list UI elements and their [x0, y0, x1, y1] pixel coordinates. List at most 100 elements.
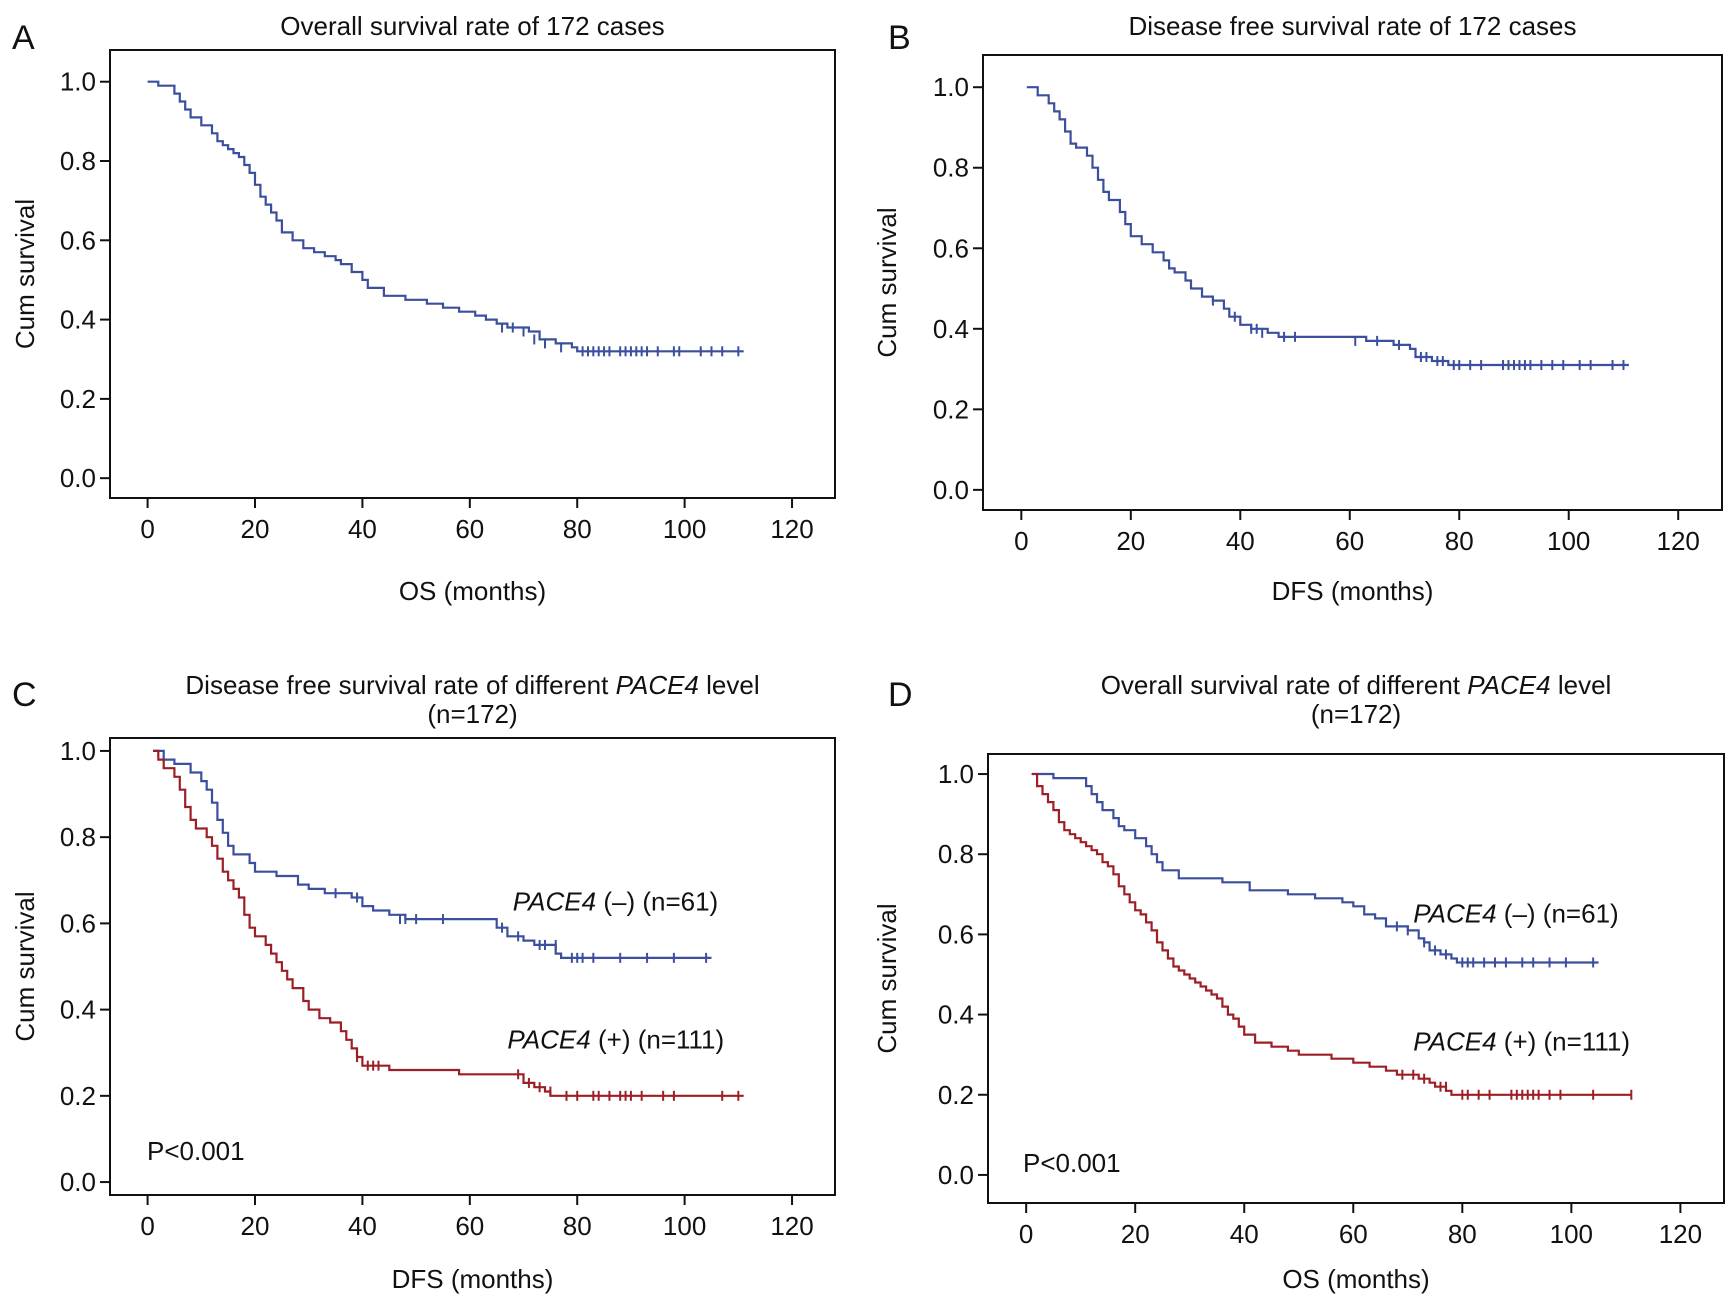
chart-title-part: Overall survival rate of different — [1101, 670, 1468, 700]
series-1: PACE4 (–) (n=61) — [1037, 772, 1619, 968]
series-label-part: PACE4 — [507, 1024, 590, 1054]
chart-title-part: level — [699, 670, 760, 700]
y-axis-label: Cum survival — [872, 207, 902, 357]
y-tick-label: 0.8 — [933, 153, 969, 183]
p-value-annotation: P<0.001 — [1023, 1148, 1121, 1178]
panel-c: C Disease free survival rate of different… — [10, 670, 836, 1294]
x-tick-label: 0 — [140, 514, 154, 544]
x-tick-label: 100 — [663, 514, 706, 544]
y-tick-label: 0.0 — [60, 463, 96, 493]
x-tick-label: 0 — [1019, 1219, 1033, 1249]
y-tick-label: 0.2 — [933, 394, 969, 424]
panel-letter: B — [888, 19, 911, 57]
series-label-part: PACE4 — [513, 886, 596, 916]
x-tick-label: 20 — [1116, 526, 1145, 556]
chart-title-part: Disease free survival rate of different — [185, 670, 615, 700]
p-value-annotation: P<0.001 — [147, 1136, 245, 1166]
panel-d: D Overall survival rate of different PACE… — [872, 670, 1725, 1294]
series-label-part: (–) (n=61) — [1497, 898, 1619, 928]
x-tick-label: 60 — [1339, 1219, 1368, 1249]
chart-title: Disease free survival rate of different … — [185, 670, 759, 700]
y-axis-label: Cum survival — [10, 199, 40, 349]
survival-curve — [153, 749, 712, 959]
chart-title: Disease free survival rate of 172 cases — [1129, 11, 1577, 41]
chart-title-part: Disease free survival rate of 172 cases — [1129, 11, 1577, 41]
y-tick-label: 1.0 — [60, 67, 96, 97]
chart-title-part: PACE4 — [1467, 670, 1550, 700]
x-tick-label: 100 — [663, 1211, 706, 1241]
y-tick-label: 0.8 — [938, 839, 974, 869]
series-label: PACE4 (–) (n=61) — [513, 886, 718, 916]
series-label-part: (+) (n=111) — [1497, 1027, 1630, 1057]
y-tick-label: 0.4 — [938, 1000, 974, 1030]
x-tick-label: 120 — [1657, 526, 1700, 556]
y-tick-label: 0.6 — [60, 225, 96, 255]
y-tick-label: 0.4 — [933, 314, 969, 344]
x-tick-label: 100 — [1550, 1219, 1593, 1249]
x-tick-label: 80 — [563, 1211, 592, 1241]
series-label-part: PACE4 — [1413, 898, 1496, 928]
y-axis-label: Cum survival — [872, 903, 902, 1053]
x-tick-label: 20 — [241, 1211, 270, 1241]
series-1 — [1026, 86, 1629, 371]
series-label-part: PACE4 — [1413, 1027, 1496, 1057]
x-tick-label: 120 — [1659, 1219, 1702, 1249]
y-tick-label: 0.2 — [60, 1081, 96, 1111]
x-tick-label: 120 — [770, 1211, 813, 1241]
series-label-part: (–) (n=61) — [596, 886, 718, 916]
x-tick-label: 120 — [770, 514, 813, 544]
chart-title: Overall survival rate of 172 cases — [280, 11, 664, 41]
series-1 — [147, 80, 744, 357]
chart-subtitle: (n=172) — [427, 699, 517, 729]
chart-subtitle: (n=172) — [1311, 699, 1401, 729]
x-tick-label: 40 — [1226, 526, 1255, 556]
x-tick-label: 0 — [1014, 526, 1028, 556]
x-tick-label: 40 — [1230, 1219, 1259, 1249]
y-tick-label: 1.0 — [933, 72, 969, 102]
y-tick-label: 0.8 — [60, 146, 96, 176]
y-tick-label: 0.0 — [933, 475, 969, 505]
series-2: PACE4 (+) (n=111) — [153, 749, 744, 1101]
survival-curve — [1037, 772, 1599, 964]
x-tick-label: 40 — [348, 514, 377, 544]
panel-b: B Disease free survival rate of 172 cases… — [872, 11, 1723, 606]
chart-title-part: PACE4 — [616, 670, 699, 700]
y-tick-label: 0.0 — [60, 1167, 96, 1197]
x-tick-label: 60 — [455, 1211, 484, 1241]
panel-a: A Overall survival rate of 172 cases 0.0 0.… — [10, 11, 836, 606]
x-tick-label: 20 — [241, 514, 270, 544]
series-label: PACE4 (–) (n=61) — [1413, 898, 1618, 928]
x-tick-label: 0 — [140, 1211, 154, 1241]
x-tick-label: 80 — [1448, 1219, 1477, 1249]
survival-curve — [147, 80, 744, 353]
panel-letter: A — [12, 19, 35, 57]
panel-letter: C — [12, 676, 37, 714]
y-tick-label: 0.2 — [60, 384, 96, 414]
series-label: PACE4 (+) (n=111) — [1413, 1027, 1630, 1057]
y-tick-label: 0.6 — [938, 919, 974, 949]
x-tick-label: 20 — [1121, 1219, 1150, 1249]
x-tick-label: 60 — [455, 514, 484, 544]
chart-title-part: level — [1551, 670, 1612, 700]
plot-frame — [109, 737, 836, 1196]
x-tick-label: 60 — [1335, 526, 1364, 556]
plot-frame — [109, 49, 836, 499]
y-axis-label: Cum survival — [10, 891, 40, 1041]
series-label: PACE4 (+) (n=111) — [507, 1024, 724, 1054]
y-tick-label: 0.6 — [60, 908, 96, 938]
panel-letter: D — [888, 676, 913, 714]
x-axis-label: DFS (months) — [1272, 576, 1434, 606]
survival-curve — [1031, 772, 1632, 1096]
y-tick-label: 0.0 — [938, 1160, 974, 1190]
x-axis-label: DFS (months) — [392, 1264, 554, 1294]
y-tick-label: 0.4 — [60, 305, 96, 335]
y-tick-label: 0.2 — [938, 1080, 974, 1110]
chart-title: Overall survival rate of different PACE4… — [1101, 670, 1612, 700]
x-tick-label: 40 — [348, 1211, 377, 1241]
y-tick-label: 0.4 — [60, 995, 96, 1025]
series-1: PACE4 (–) (n=61) — [153, 749, 718, 963]
y-tick-label: 0.8 — [60, 822, 96, 852]
series-2: PACE4 (+) (n=111) — [1031, 772, 1633, 1100]
plot-frame — [982, 54, 1723, 511]
